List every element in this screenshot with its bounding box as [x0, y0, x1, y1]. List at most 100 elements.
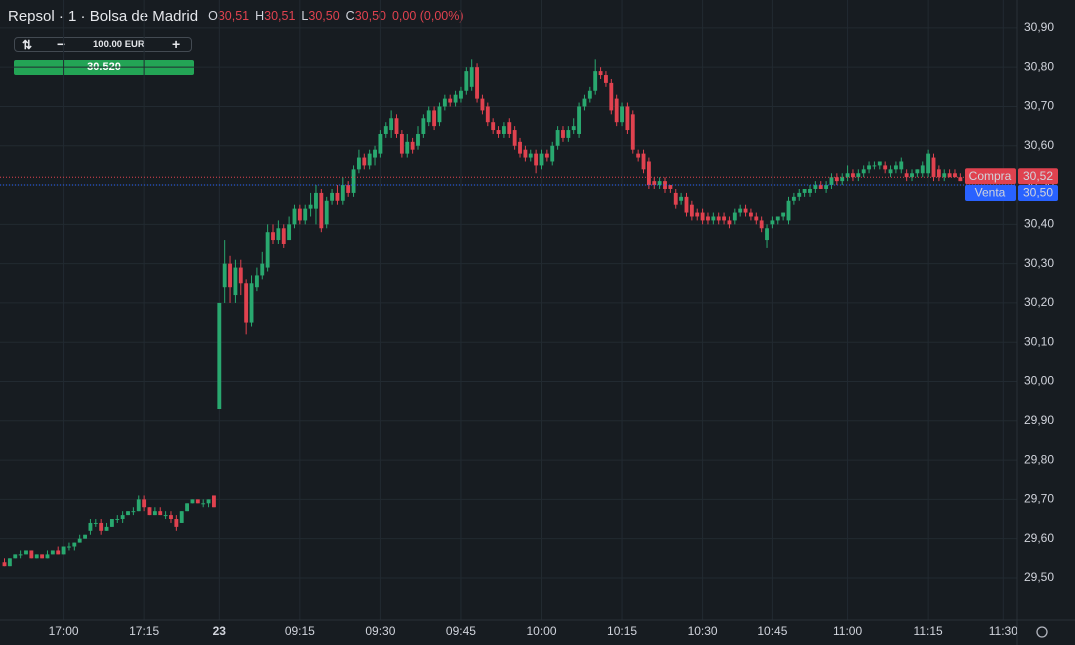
candle-body — [722, 216, 727, 221]
candle-body — [281, 228, 286, 244]
price-button[interactable]: 30.520 — [14, 60, 194, 75]
candle-body — [410, 141, 415, 150]
candle-body — [791, 196, 796, 201]
minus-button[interactable]: − — [57, 36, 66, 52]
ohlc-item: O30,51 — [208, 9, 249, 23]
quantity[interactable]: 100.00 EUR — [93, 39, 145, 50]
candle-body — [534, 153, 539, 166]
candle-body — [67, 546, 71, 548]
settings-icon[interactable] — [1036, 626, 1048, 638]
candle-body — [754, 216, 759, 221]
candle-body — [362, 157, 367, 166]
candle-body — [738, 208, 743, 213]
candle-body — [824, 185, 829, 189]
candle-body — [351, 169, 356, 193]
candle-body — [775, 216, 780, 221]
candle-body — [512, 130, 517, 146]
candle-body — [883, 165, 888, 170]
candle-body — [442, 98, 447, 107]
candle-body — [356, 157, 361, 170]
candle-body — [2, 562, 7, 567]
candle-body — [555, 130, 560, 146]
y-tick-label: 30,60 — [1024, 138, 1054, 152]
x-tick-label: 10:45 — [757, 624, 787, 638]
swap-icon[interactable]: ⇅ — [22, 38, 33, 52]
candle-body — [330, 192, 335, 201]
candle-body — [786, 200, 791, 221]
legend-header: Repsol · 1 · Bolsa de Madrid O30,51 H30,5… — [8, 6, 464, 26]
candle-body — [931, 157, 936, 178]
candle-body — [367, 153, 372, 166]
candle-body — [24, 550, 28, 555]
quantity-control[interactable]: ⇅ − 100.00 EUR + — [14, 36, 192, 52]
candle-body — [335, 192, 340, 201]
candle-body — [480, 98, 485, 111]
ohlc-value: 30,50 — [308, 9, 340, 23]
candle-body — [244, 283, 249, 323]
candle-body — [206, 499, 211, 504]
candle-body — [910, 173, 914, 178]
candle-body — [620, 106, 624, 123]
candle-body — [636, 153, 641, 158]
candle-body — [185, 503, 190, 512]
candle-body — [936, 169, 941, 178]
y-tick-label: 30,40 — [1024, 217, 1054, 231]
candle-body — [297, 208, 302, 221]
candle-body — [856, 173, 861, 178]
candle-body — [29, 550, 34, 559]
candle-body — [7, 558, 12, 567]
candle-body — [56, 550, 61, 555]
ohlc-key: H — [255, 9, 265, 23]
candle-body — [920, 165, 925, 174]
candle-body — [190, 499, 195, 504]
candle-body — [437, 106, 442, 123]
candle-body — [673, 192, 678, 205]
candle-body — [904, 173, 909, 178]
x-tick-label: 23 — [213, 624, 227, 638]
ohlc-legend: O30,51 H30,51 L30,50 C30,50 — [208, 9, 386, 23]
candle-body — [953, 173, 957, 178]
candle-body — [781, 212, 786, 217]
candle-body — [485, 106, 490, 123]
candle-body — [45, 554, 50, 559]
candle-body — [491, 122, 496, 131]
candle-body — [394, 118, 399, 134]
ohlc-key: L — [301, 9, 309, 23]
candle-body — [716, 216, 721, 221]
ohlc-value: 30,51 — [264, 9, 296, 23]
candle-body — [668, 185, 673, 189]
candle-body — [518, 141, 522, 154]
candle-body — [630, 114, 635, 150]
y-tick-label: 30,90 — [1024, 20, 1054, 34]
candle-body — [523, 149, 528, 158]
candle-body — [233, 267, 238, 296]
ohlc-item: C30,50 — [346, 9, 386, 23]
candle-body — [104, 526, 109, 531]
candle-body — [340, 185, 345, 201]
x-tick-label: 09:45 — [446, 624, 476, 638]
candle-body — [641, 153, 646, 170]
candle-body — [598, 71, 603, 76]
candle-body — [711, 216, 716, 221]
candle-body — [389, 118, 394, 131]
candle-body — [840, 177, 845, 182]
candle-body — [238, 267, 243, 284]
candle-body — [448, 98, 453, 103]
candle-body — [212, 495, 216, 508]
candle-body — [217, 302, 222, 410]
candle-body — [77, 538, 82, 543]
candle-body — [475, 67, 479, 99]
plus-button[interactable]: + — [172, 36, 181, 52]
x-tick-label: 10:00 — [526, 624, 556, 638]
candle-body — [679, 196, 684, 201]
candle-body — [195, 499, 200, 504]
candle-body — [544, 153, 549, 158]
candle-body — [115, 519, 120, 521]
candle-body — [818, 185, 823, 189]
candle-body — [142, 499, 147, 508]
candle-body — [582, 98, 587, 107]
price-badge — [1018, 168, 1058, 185]
y-tick-label: 29,80 — [1024, 452, 1054, 466]
candle-body — [539, 153, 544, 166]
candle-body — [453, 94, 458, 103]
